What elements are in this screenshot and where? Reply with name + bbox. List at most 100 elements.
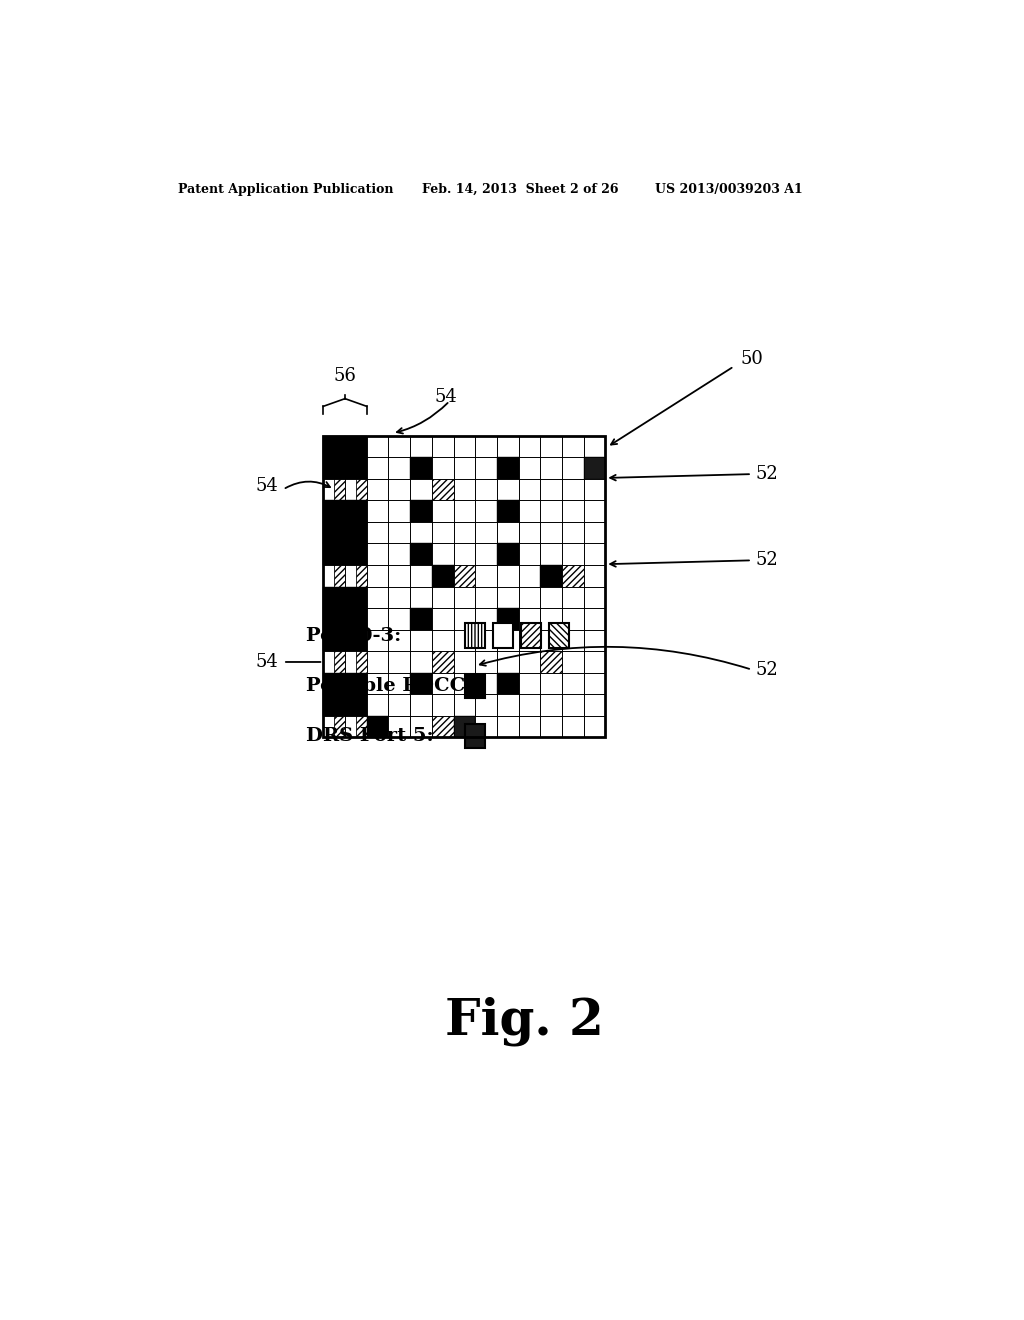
Bar (584, 586, 605, 609)
Bar (367, 630, 388, 651)
Bar (454, 651, 475, 673)
Bar (432, 609, 454, 630)
Bar (497, 479, 518, 500)
Text: 52: 52 (756, 552, 778, 569)
Bar (345, 651, 356, 673)
Bar (562, 715, 584, 738)
Bar (345, 457, 367, 479)
Bar (388, 565, 410, 586)
Bar (541, 544, 562, 565)
Bar (521, 623, 541, 648)
Bar (324, 673, 345, 694)
Bar (475, 609, 497, 630)
Bar (562, 500, 584, 521)
Bar (324, 586, 345, 609)
Text: 54: 54 (256, 477, 279, 495)
Bar (518, 521, 541, 544)
Bar (541, 630, 562, 651)
Bar (497, 500, 518, 521)
Bar (356, 565, 367, 586)
Bar (454, 673, 475, 694)
Bar (324, 651, 334, 673)
Text: Patent Application Publication: Patent Application Publication (178, 183, 394, 197)
Bar (410, 457, 432, 479)
Bar (541, 673, 562, 694)
Bar (562, 694, 584, 715)
Bar (388, 694, 410, 715)
Text: Fig. 2: Fig. 2 (445, 997, 604, 1045)
Bar (562, 586, 584, 609)
Bar (432, 521, 454, 544)
Bar (584, 500, 605, 521)
Bar (367, 715, 388, 738)
Bar (432, 500, 454, 521)
Bar (324, 521, 345, 544)
Bar (324, 479, 334, 500)
Bar (497, 609, 518, 630)
Bar (584, 544, 605, 565)
Bar (584, 630, 605, 651)
Bar (454, 544, 475, 565)
Bar (367, 565, 388, 586)
Bar (334, 715, 345, 738)
Bar (541, 521, 562, 544)
Bar (518, 500, 541, 521)
Bar (367, 544, 388, 565)
Bar (388, 521, 410, 544)
Text: Port 0-3:: Port 0-3: (306, 627, 401, 644)
Bar (518, 673, 541, 694)
Text: 56: 56 (334, 367, 356, 385)
Bar (410, 715, 432, 738)
Bar (432, 673, 454, 694)
Bar (541, 694, 562, 715)
Bar (454, 609, 475, 630)
Bar (518, 565, 541, 586)
Bar (497, 457, 518, 479)
Bar (541, 715, 562, 738)
Bar (541, 586, 562, 609)
Bar (584, 457, 605, 479)
Bar (410, 651, 432, 673)
Bar (541, 651, 562, 673)
Text: 54: 54 (434, 388, 457, 407)
Bar (497, 586, 518, 609)
Bar (388, 479, 410, 500)
Bar (562, 436, 584, 457)
Bar (356, 715, 367, 738)
Bar (410, 500, 432, 521)
Bar (432, 586, 454, 609)
Bar (367, 651, 388, 673)
Bar (541, 609, 562, 630)
Bar (584, 673, 605, 694)
Bar (324, 436, 605, 738)
Bar (493, 623, 513, 648)
Bar (541, 500, 562, 521)
Bar (345, 715, 356, 738)
Bar (388, 436, 410, 457)
Bar (367, 479, 388, 500)
Bar (356, 651, 367, 673)
Bar (367, 673, 388, 694)
Bar (410, 479, 432, 500)
Bar (541, 457, 562, 479)
Bar (518, 479, 541, 500)
Bar (497, 565, 518, 586)
Bar (367, 436, 388, 457)
Bar (562, 544, 584, 565)
Bar (475, 521, 497, 544)
Bar (454, 586, 475, 609)
Bar (432, 694, 454, 715)
Bar (432, 715, 454, 738)
Bar (562, 630, 584, 651)
Bar (518, 651, 541, 673)
Bar (541, 479, 562, 500)
Bar (367, 521, 388, 544)
Bar (324, 630, 345, 651)
Bar (497, 630, 518, 651)
Bar (497, 544, 518, 565)
Bar (432, 651, 454, 673)
Bar (388, 457, 410, 479)
Bar (388, 500, 410, 521)
Bar (497, 521, 518, 544)
Bar (324, 544, 345, 565)
